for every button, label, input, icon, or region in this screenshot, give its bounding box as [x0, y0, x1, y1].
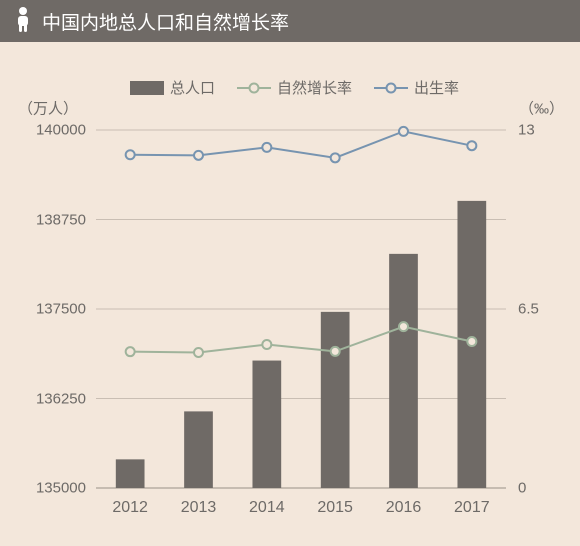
line-growth-marker [467, 337, 476, 346]
chart-container: 中国内地总人口和自然增长率 总人口 自然增长率 出生率 （万人） （‰） 13500… [0, 0, 580, 546]
y-left-tick: 138750 [36, 211, 86, 228]
line-growth-marker [331, 347, 340, 356]
x-tick: 2015 [317, 499, 353, 517]
line-growth-marker [126, 347, 135, 356]
line-growth-marker [262, 340, 271, 349]
x-tick: 2012 [112, 499, 148, 517]
line-growth [130, 327, 472, 353]
legend-label: 出生率 [414, 77, 459, 98]
line-growth-marker [194, 348, 203, 357]
legend-label: 总人口 [170, 77, 215, 98]
bar [389, 254, 418, 488]
chart-title: 中国内地总人口和自然增长率 [42, 8, 289, 35]
line-growth-marker [399, 322, 408, 331]
line-birth-marker [399, 127, 408, 136]
chart-header: 中国内地总人口和自然增长率 [0, 0, 580, 42]
x-tick: 2013 [181, 499, 217, 517]
y-right-tick: 6.5 [518, 301, 539, 318]
bar [321, 312, 350, 488]
plot-svg [0, 42, 580, 546]
y-left-tick: 137500 [36, 301, 86, 318]
y-left-tick: 135000 [36, 480, 86, 497]
line-birth-marker [467, 141, 476, 150]
x-tick: 2014 [249, 499, 285, 517]
y-left-title: （万人） [18, 98, 78, 119]
legend-item: 自然增长率 [237, 77, 352, 98]
y-left-tick: 140000 [36, 122, 86, 139]
legend-item: 总人口 [130, 77, 215, 98]
legend-item: 出生率 [374, 77, 459, 98]
bar [116, 459, 145, 488]
person-icon [14, 6, 32, 37]
y-right-tick: 13 [518, 122, 535, 139]
bar [252, 361, 281, 488]
x-tick: 2017 [454, 499, 490, 517]
line-birth [130, 131, 472, 157]
y-left-tick: 136250 [36, 390, 86, 407]
y-right-title: （‰） [519, 98, 564, 119]
legend: 总人口 自然增长率 出生率 [130, 77, 459, 98]
y-right-tick: 0 [518, 480, 526, 497]
line-birth-marker [331, 153, 340, 162]
chart-area: 总人口 自然增长率 出生率 （万人） （‰） 135000 136250 137500 1… [0, 42, 580, 546]
bar [184, 411, 213, 488]
legend-label: 自然增长率 [277, 77, 352, 98]
line-birth-marker [262, 143, 271, 152]
x-tick: 2016 [386, 499, 422, 517]
line-birth-marker [126, 150, 135, 159]
line-birth-marker [194, 151, 203, 160]
